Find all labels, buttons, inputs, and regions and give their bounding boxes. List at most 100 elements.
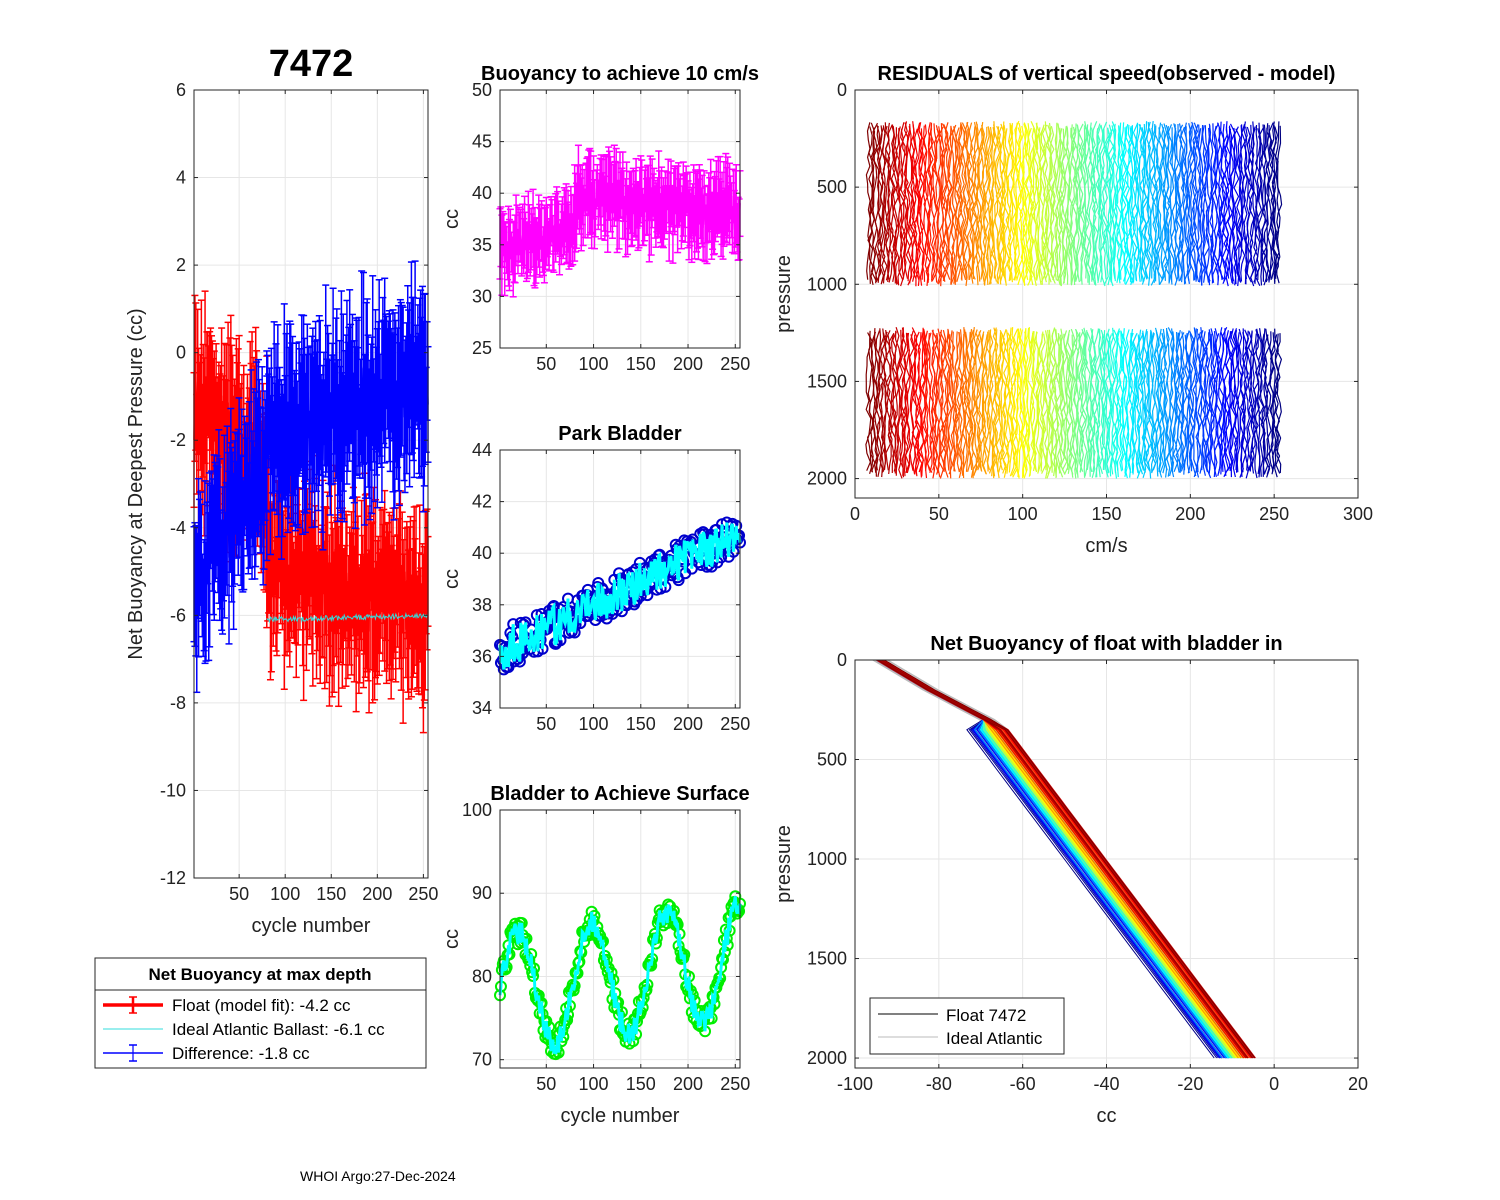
residual-profile xyxy=(1109,327,1116,477)
residual-profile xyxy=(983,126,989,285)
x-tick-label: 300 xyxy=(1343,504,1373,524)
residual-profile xyxy=(1033,122,1040,281)
residual-profile xyxy=(1231,328,1238,478)
x-tick-label: 100 xyxy=(579,1074,609,1094)
x-tick-label: 100 xyxy=(270,884,300,904)
residual-profile xyxy=(924,330,931,471)
float-profile xyxy=(877,659,1218,1059)
residual-profile xyxy=(918,328,925,478)
residual-profile xyxy=(1111,332,1118,474)
residual-profile xyxy=(1177,124,1184,283)
residual-profile xyxy=(1235,332,1240,473)
legend-box xyxy=(869,997,1065,1055)
residual-profile xyxy=(1101,330,1108,471)
residual-profile xyxy=(1094,123,1101,281)
residual-profile xyxy=(1152,125,1159,283)
series-line xyxy=(266,535,429,644)
residual-profile xyxy=(1155,331,1162,472)
legend-entry: Float (model fit): -4.2 cc xyxy=(172,996,351,1015)
residual-profile xyxy=(1077,332,1083,473)
residual-profile xyxy=(885,330,892,471)
y-tick-label: 40 xyxy=(472,543,492,563)
residual-profile xyxy=(1120,126,1128,284)
x-tick-label: 250 xyxy=(720,714,750,734)
residual-profile xyxy=(1273,328,1280,478)
chart-residuals: 0 50 100 150 200 250 300 0 500 1000 1500 2000 RESIDU… xyxy=(773,63,1373,557)
residual-profile xyxy=(1274,333,1281,474)
chart-title: Park Bladder xyxy=(558,423,682,445)
residual-profile xyxy=(1208,330,1215,471)
y-axis-label: pressure xyxy=(773,255,795,333)
residual-profile xyxy=(960,333,965,474)
residual-profile xyxy=(905,123,912,282)
residual-profile xyxy=(1010,123,1017,281)
float-profile xyxy=(877,659,1237,1059)
residual-profile xyxy=(909,330,915,471)
x-tick-label: 250 xyxy=(720,1074,750,1094)
series-park-bladder xyxy=(494,516,746,676)
x-tick-label: 150 xyxy=(316,884,346,904)
residual-profile xyxy=(876,125,883,283)
residual-profile xyxy=(1276,333,1283,474)
y-tick-label: 45 xyxy=(472,132,492,152)
plot-frame xyxy=(193,89,429,879)
legend-net-buoyancy: Net Buoyancy at max depth Float (model fi… xyxy=(94,957,427,1069)
residual-profile xyxy=(1190,121,1197,280)
residual-profile xyxy=(1243,329,1250,479)
residual-profile xyxy=(1040,124,1047,283)
residual-profile xyxy=(932,332,939,474)
residual-profile xyxy=(980,128,987,286)
residual-profile xyxy=(1119,330,1126,471)
float-profile xyxy=(877,659,1236,1059)
residual-profile xyxy=(1044,329,1050,479)
residual-profile xyxy=(961,122,968,281)
residual-profile xyxy=(1220,123,1227,282)
chart-title: Bladder to Achieve Surface xyxy=(490,783,749,805)
x-tick-label: -20 xyxy=(1177,1074,1203,1094)
residual-profile xyxy=(1078,123,1085,282)
y-tick-label: 1000 xyxy=(807,274,847,294)
residual-profile xyxy=(898,328,904,478)
residual-profile xyxy=(893,127,900,285)
residual-profile xyxy=(1262,334,1269,475)
residual-profile xyxy=(1256,333,1262,475)
residual-profile xyxy=(1045,329,1052,479)
x-tick-label: 50 xyxy=(929,504,949,524)
x-tick-label: 250 xyxy=(408,884,438,904)
residual-profile xyxy=(929,329,936,479)
float-profile xyxy=(877,659,1232,1059)
residual-profile xyxy=(916,332,923,473)
residual-profile xyxy=(899,128,906,287)
y-tick-label: -2 xyxy=(170,430,186,450)
residual-profile xyxy=(867,126,874,284)
residual-profile xyxy=(1228,331,1235,472)
residual-profile xyxy=(1135,329,1142,479)
residual-profile xyxy=(1104,328,1111,478)
residual-profile xyxy=(1027,327,1033,477)
residual-profile xyxy=(1093,128,1099,286)
x-axis-label: cycle number xyxy=(561,1105,680,1127)
residual-profile xyxy=(1254,128,1261,286)
float-profile xyxy=(876,659,1223,1059)
legend-title: Net Buoyancy at max depth xyxy=(149,965,372,984)
residual-profile xyxy=(944,330,951,471)
residual-profile xyxy=(1023,122,1030,281)
x-tick-label: 200 xyxy=(673,1074,703,1094)
x-axis-label: cc xyxy=(1097,1105,1117,1127)
residual-profile xyxy=(901,122,908,280)
y-tick-label: 0 xyxy=(837,80,847,100)
x-tick-label: 200 xyxy=(1175,504,1205,524)
residual-profile xyxy=(1163,330,1170,471)
residual-profile xyxy=(1173,128,1180,286)
y-axis-label: cc xyxy=(441,209,463,229)
series-difference xyxy=(190,260,432,694)
x-tick-label: -100 xyxy=(837,1074,873,1094)
x-tick-label: 100 xyxy=(1008,504,1038,524)
residual-profile xyxy=(1145,329,1152,479)
y-tick-label: 50 xyxy=(472,80,492,100)
legend-box xyxy=(94,957,427,1069)
residual-profile xyxy=(1180,331,1187,472)
residual-profile xyxy=(1150,127,1157,286)
